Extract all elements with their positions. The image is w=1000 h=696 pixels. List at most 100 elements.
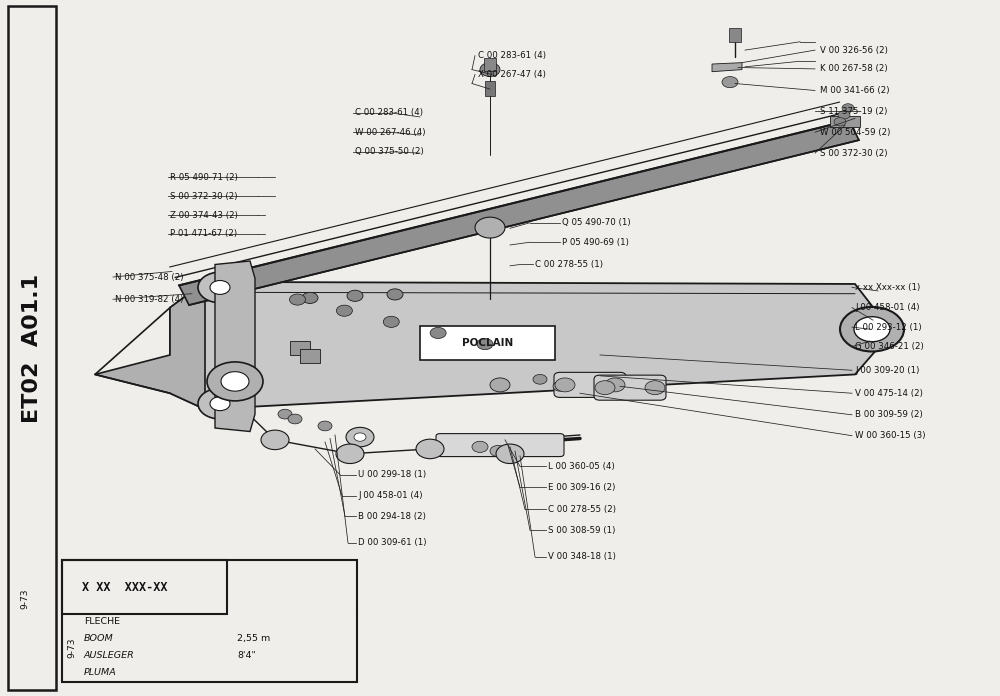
Circle shape xyxy=(838,111,850,119)
Text: J 00 309-20 (1): J 00 309-20 (1) xyxy=(855,366,919,374)
Text: C 00 283-61 (4): C 00 283-61 (4) xyxy=(355,109,423,117)
Circle shape xyxy=(336,444,364,464)
Text: S 00 372-30 (2): S 00 372-30 (2) xyxy=(820,149,888,157)
Text: C 00 278-55 (1): C 00 278-55 (1) xyxy=(535,260,603,269)
Circle shape xyxy=(553,381,567,391)
Circle shape xyxy=(645,381,665,395)
Bar xyxy=(485,81,495,96)
Polygon shape xyxy=(95,282,205,409)
Circle shape xyxy=(354,433,366,441)
Circle shape xyxy=(210,397,230,411)
Text: N 00 319-82 (4): N 00 319-82 (4) xyxy=(115,295,183,303)
FancyBboxPatch shape xyxy=(420,326,555,360)
Text: D 00 309-61 (1): D 00 309-61 (1) xyxy=(358,539,426,547)
Circle shape xyxy=(290,294,306,305)
Circle shape xyxy=(854,317,890,342)
Text: W 00 504-59 (2): W 00 504-59 (2) xyxy=(820,128,890,136)
Circle shape xyxy=(383,316,399,327)
Circle shape xyxy=(477,338,493,349)
Text: S 00 308-59 (1): S 00 308-59 (1) xyxy=(548,526,615,535)
Text: K 00 267-58 (2): K 00 267-58 (2) xyxy=(820,65,888,73)
Text: X 00 267-47 (4): X 00 267-47 (4) xyxy=(478,70,546,79)
Circle shape xyxy=(605,378,625,392)
Bar xyxy=(300,349,320,363)
Circle shape xyxy=(595,381,615,395)
Text: S 00 372-30 (2): S 00 372-30 (2) xyxy=(170,192,238,200)
Text: C 00 278-55 (2): C 00 278-55 (2) xyxy=(548,505,616,514)
Bar xyxy=(830,116,860,127)
Circle shape xyxy=(198,388,242,419)
Bar xyxy=(290,341,310,355)
Circle shape xyxy=(221,372,249,391)
Text: AUSLEGER: AUSLEGER xyxy=(84,651,135,660)
Bar xyxy=(62,560,227,614)
Circle shape xyxy=(347,290,363,301)
Circle shape xyxy=(475,217,505,238)
Circle shape xyxy=(840,307,904,351)
Circle shape xyxy=(318,421,332,431)
Text: P 01 471-67 (2): P 01 471-67 (2) xyxy=(170,230,237,238)
Circle shape xyxy=(210,280,230,294)
Text: J 00 458-01 (4): J 00 458-01 (4) xyxy=(358,491,422,500)
Text: PLUMA: PLUMA xyxy=(84,668,117,677)
Circle shape xyxy=(555,378,575,392)
Text: 8'4": 8'4" xyxy=(237,651,256,660)
Text: ET02  A01.1: ET02 A01.1 xyxy=(22,274,42,422)
Circle shape xyxy=(198,272,242,303)
Circle shape xyxy=(490,378,510,392)
Bar xyxy=(729,28,741,42)
Circle shape xyxy=(430,327,446,338)
Text: B 00 309-59 (2): B 00 309-59 (2) xyxy=(855,411,923,419)
Text: 9-73: 9-73 xyxy=(20,588,30,609)
Circle shape xyxy=(207,362,263,401)
Text: 2,55 m: 2,55 m xyxy=(237,634,270,642)
Circle shape xyxy=(480,63,500,77)
Text: V 00 348-18 (1): V 00 348-18 (1) xyxy=(548,553,616,561)
Bar xyxy=(484,58,496,71)
Text: POCLAIN: POCLAIN xyxy=(462,338,513,348)
Text: M 00 341-66 (2): M 00 341-66 (2) xyxy=(820,86,890,95)
Bar xyxy=(62,560,357,682)
Text: E 00 309-16 (2): E 00 309-16 (2) xyxy=(548,483,615,491)
Text: R 05 490-71 (2): R 05 490-71 (2) xyxy=(170,173,238,182)
Text: Q 05 490-70 (1): Q 05 490-70 (1) xyxy=(562,219,631,227)
Circle shape xyxy=(387,289,403,300)
Polygon shape xyxy=(712,63,742,72)
Circle shape xyxy=(346,427,374,447)
Circle shape xyxy=(336,305,352,316)
Text: W 00 360-15 (3): W 00 360-15 (3) xyxy=(855,432,926,440)
Circle shape xyxy=(288,414,302,424)
Text: X XX  XXX-XX: X XX XXX-XX xyxy=(82,580,168,594)
Polygon shape xyxy=(215,261,255,432)
Circle shape xyxy=(416,439,444,459)
FancyBboxPatch shape xyxy=(594,375,666,400)
Circle shape xyxy=(842,104,854,112)
Text: 9-73: 9-73 xyxy=(68,638,76,658)
Text: x xx Xxx-xx (1): x xx Xxx-xx (1) xyxy=(855,283,920,292)
Circle shape xyxy=(722,77,738,88)
Circle shape xyxy=(834,118,846,126)
Polygon shape xyxy=(170,282,875,409)
Circle shape xyxy=(533,374,547,384)
Text: U 00 299-18 (1): U 00 299-18 (1) xyxy=(358,470,426,479)
Circle shape xyxy=(472,441,488,452)
Text: FLECHE: FLECHE xyxy=(84,617,120,626)
Text: BOOM: BOOM xyxy=(84,634,114,642)
Text: V 00 326-56 (2): V 00 326-56 (2) xyxy=(820,46,888,54)
Text: Z 00 374-43 (2): Z 00 374-43 (2) xyxy=(170,211,238,219)
Text: B 00 294-18 (2): B 00 294-18 (2) xyxy=(358,512,426,521)
Text: N 00 375-48 (2): N 00 375-48 (2) xyxy=(115,273,184,281)
Circle shape xyxy=(278,409,292,419)
FancyBboxPatch shape xyxy=(436,434,564,457)
Bar xyxy=(8,6,56,690)
Text: P 05 490-69 (1): P 05 490-69 (1) xyxy=(562,238,629,246)
Text: V 00 475-14 (2): V 00 475-14 (2) xyxy=(855,389,923,397)
Text: W 00 267-46 (4): W 00 267-46 (4) xyxy=(355,128,426,136)
Text: G 00 346-21 (2): G 00 346-21 (2) xyxy=(855,342,924,351)
Circle shape xyxy=(490,445,506,457)
Text: S 11 375-19 (2): S 11 375-19 (2) xyxy=(820,107,887,116)
FancyBboxPatch shape xyxy=(554,372,626,397)
Text: Q 00 375-50 (2): Q 00 375-50 (2) xyxy=(355,148,424,156)
Circle shape xyxy=(496,444,524,464)
Polygon shape xyxy=(179,120,859,305)
